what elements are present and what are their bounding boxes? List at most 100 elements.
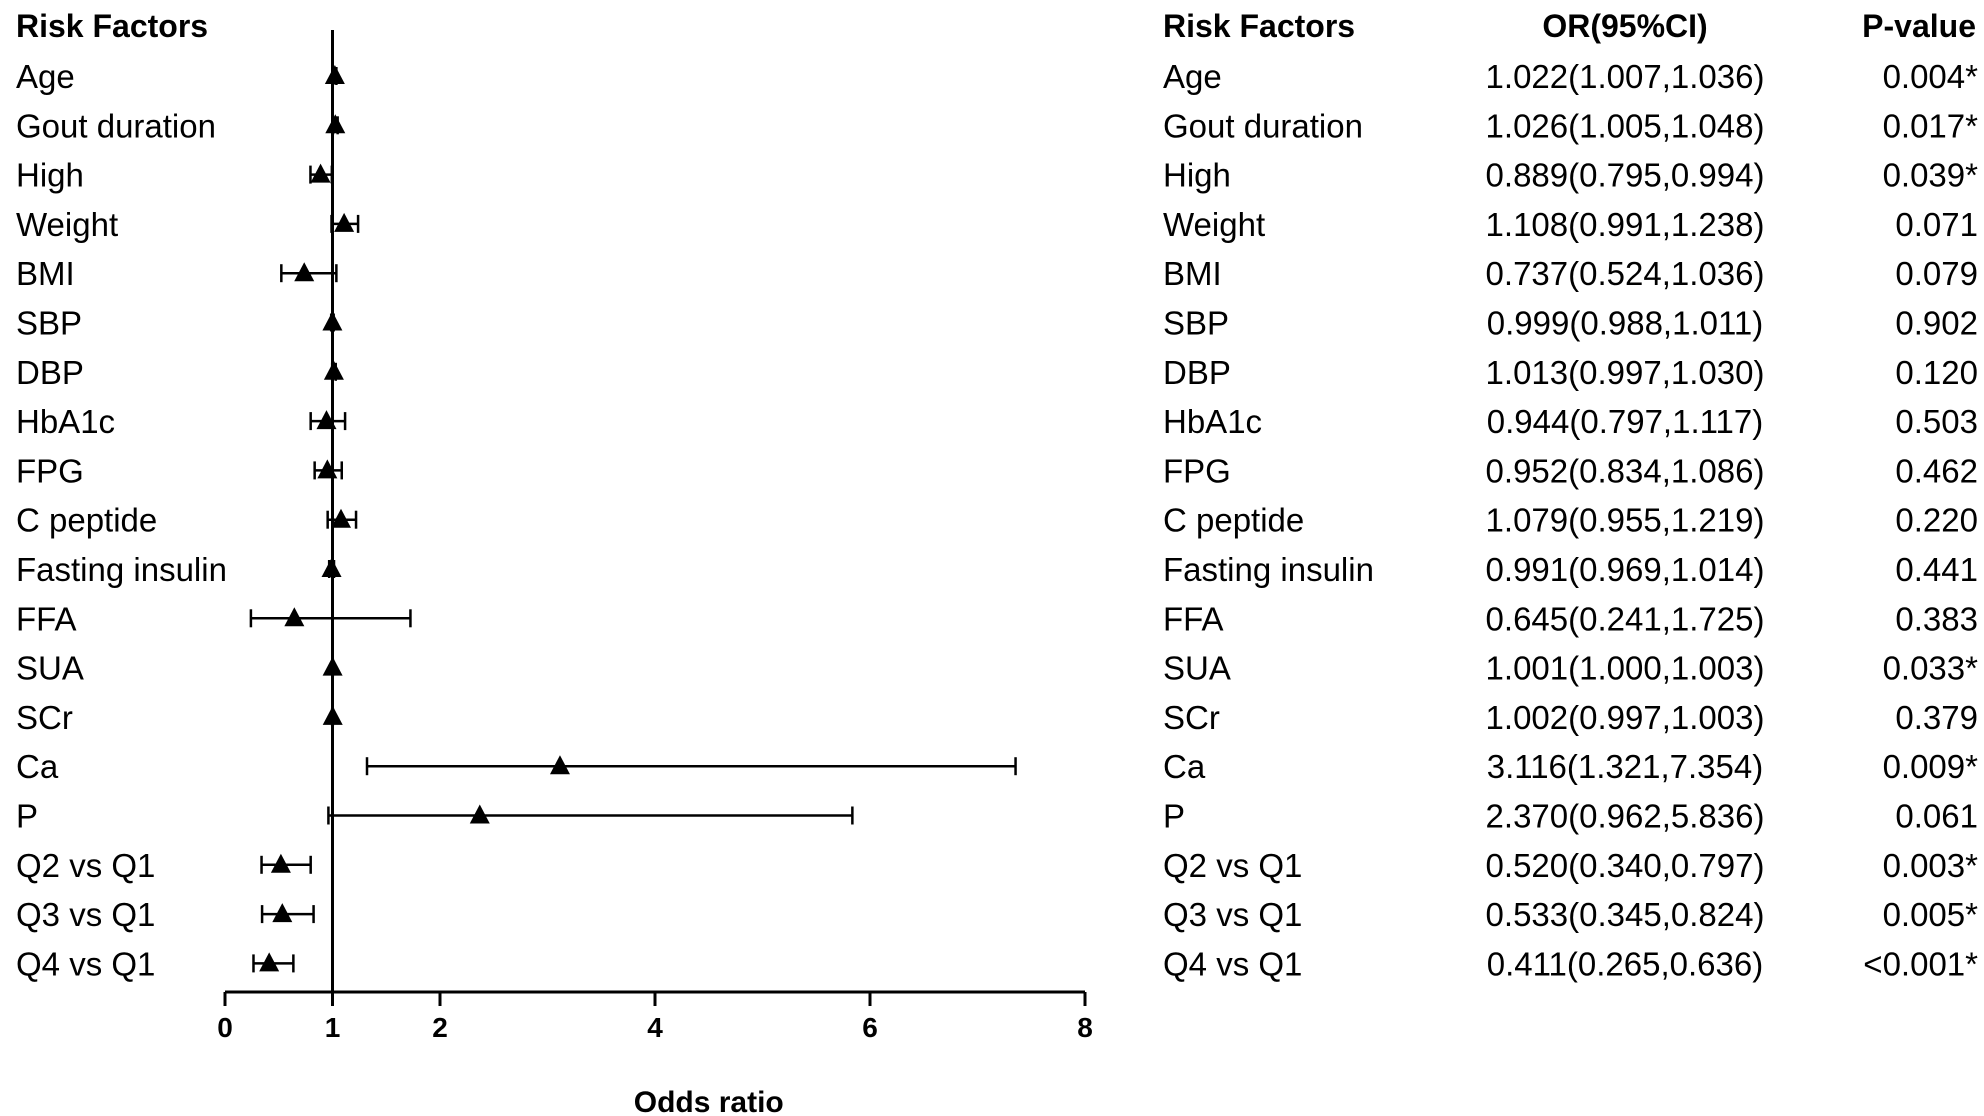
table-factor-label: BMI [1163,255,1222,292]
factor-label: FFA [16,600,77,637]
x-axis-title: Odds ratio [634,1086,784,1116]
or-ci-value: 3.116(1.321,7.354) [1487,748,1763,785]
or-ci-value: 0.411(0.265,0.636) [1487,945,1763,982]
table-factor-label: SUA [1163,650,1231,687]
factor-label: FPG [16,452,84,489]
table-factor-label: Ca [1163,748,1206,785]
p-value: 0.003* [1883,847,1979,884]
odds-ratio-marker [317,459,338,479]
factor-label: P [16,798,38,835]
or-ci-value: 0.737(0.524,1.036) [1486,255,1765,292]
odds-ratio-marker [322,705,343,725]
p-value: 0.220 [1895,502,1978,539]
p-value: 0.005* [1883,896,1979,933]
or-ci-value: 1.026(1.005,1.048) [1486,107,1765,144]
or-ci-value: 1.002(0.997,1.003) [1486,699,1765,736]
factor-label: Q3 vs Q1 [16,896,155,933]
or-ci-value: 0.952(0.834,1.086) [1486,452,1765,489]
p-value: 0.071 [1895,206,1978,243]
x-tick-label: 6 [862,1012,878,1043]
or-ci-value: 0.520(0.340,0.797) [1486,847,1765,884]
table-factor-label: DBP [1163,354,1231,391]
x-tick-label: 2 [432,1012,448,1043]
odds-ratio-marker [324,65,345,84]
or-ci-value: 2.370(0.962,5.836) [1486,798,1765,835]
table-factor-label: C peptide [1163,502,1304,539]
odds-ratio-marker [334,212,355,232]
or-ci-value: 1.022(1.007,1.036) [1486,58,1765,95]
factor-label: Weight [16,206,118,243]
or-ci-value: 0.533(0.345,0.824) [1486,896,1765,933]
or-ci-value: 0.991(0.969,1.014) [1486,551,1765,588]
right-header-risk-factors: Risk Factors [1163,8,1355,44]
or-ci-value: 1.079(0.955,1.219) [1486,502,1765,539]
table-factor-label: Age [1163,58,1222,95]
table-factor-label: FFA [1163,600,1224,637]
table-factor-label: HbA1c [1163,403,1262,440]
x-tick-label: 8 [1077,1012,1093,1043]
p-value: <0.001* [1863,945,1978,982]
p-value: 0.120 [1895,354,1978,391]
odds-ratio-marker [322,656,343,676]
right-header-or-ci: OR(95%CI) [1542,8,1707,44]
odds-ratio-marker [259,952,280,972]
factor-label: C peptide [16,502,157,539]
odds-ratio-marker [330,508,351,528]
table-factor-label: Weight [1163,206,1265,243]
table-factor-label: Q4 vs Q1 [1163,945,1302,982]
right-header-p-value: P-value [1862,8,1976,44]
p-value: 0.061 [1895,798,1978,835]
factor-label: SUA [16,650,84,687]
p-value: 0.379 [1895,699,1978,736]
or-ci-value: 0.944(0.797,1.117) [1487,403,1763,440]
odds-ratio-marker [549,755,570,775]
odds-ratio-marker [323,360,344,380]
factor-label: Fasting insulin [16,551,227,588]
odds-ratio-marker [469,804,490,824]
factor-label: Q4 vs Q1 [16,945,155,982]
or-ci-value: 0.889(0.795,0.994) [1486,157,1765,194]
x-tick-label: 0 [217,1012,233,1043]
p-value: 0.503 [1895,403,1978,440]
odds-ratio-marker [321,558,342,577]
p-value: 0.079 [1895,255,1978,292]
left-header-risk-factors: Risk Factors [16,8,208,44]
p-value: 0.902 [1895,305,1978,342]
or-ci-value: 0.999(0.988,1.011) [1487,305,1763,342]
table-factor-label: Gout duration [1163,107,1363,144]
table-factor-label: SBP [1163,305,1229,342]
x-tick-label: 1 [325,1012,341,1043]
table-factor-label: P [1163,798,1185,835]
odds-ratio-marker [322,311,343,331]
table-factor-label: Q3 vs Q1 [1163,896,1302,933]
factor-label: SBP [16,305,82,342]
or-ci-value: 1.013(0.997,1.030) [1486,354,1765,391]
factor-label: Ca [16,748,59,785]
factor-label: BMI [16,255,75,292]
factor-label: Gout duration [16,107,216,144]
table-factor-label: FPG [1163,452,1231,489]
factor-label: DBP [16,354,84,391]
p-value: 0.039* [1883,157,1979,194]
or-ci-value: 1.108(0.991,1.238) [1486,206,1765,243]
x-tick-label: 4 [647,1012,663,1043]
odds-ratio-marker [284,607,305,627]
p-value: 0.441 [1895,551,1978,588]
table-factor-label: High [1163,157,1231,194]
table-factor-label: Q2 vs Q1 [1163,847,1302,884]
factor-label: Age [16,58,75,95]
odds-ratio-marker [310,163,331,183]
odds-ratio-marker [270,853,291,873]
plot-layer: 0 1 2 4 6 8 Odds ratio Age Age 1.022(1.007,1.036)… [16,30,1978,1116]
table-factor-label: SCr [1163,699,1220,736]
odds-ratio-marker [272,903,293,923]
p-value: 0.009* [1883,748,1979,785]
odds-ratio-marker [294,262,315,282]
odds-ratio-marker [316,410,337,430]
factor-label: Q2 vs Q1 [16,847,155,884]
odds-ratio-marker [325,114,346,134]
p-value: 0.004* [1883,58,1979,95]
p-value: 0.017* [1883,107,1979,144]
p-value: 0.462 [1895,452,1978,489]
factor-label: High [16,157,84,194]
